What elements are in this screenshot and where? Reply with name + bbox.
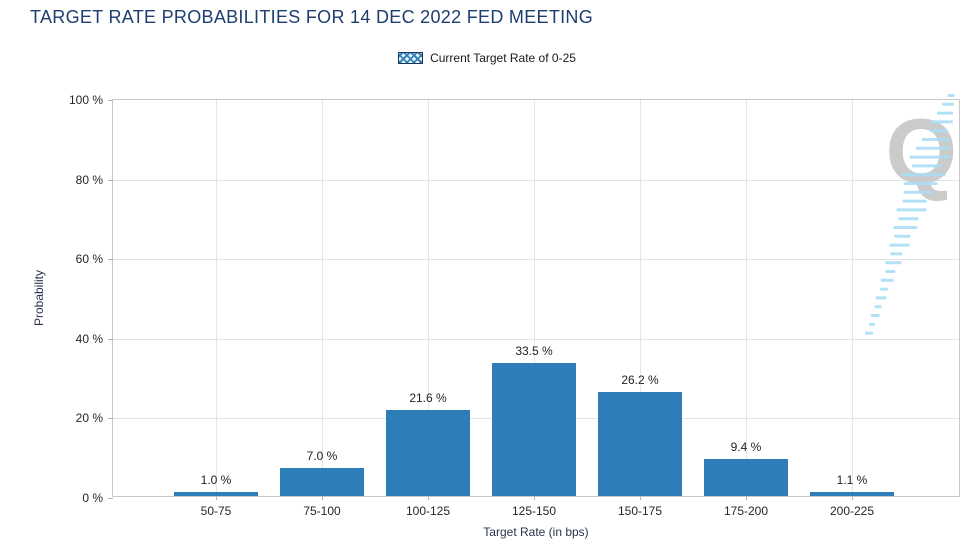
y-gridline bbox=[113, 259, 959, 261]
bar[interactable] bbox=[492, 362, 576, 496]
y-tick-label: 60 % bbox=[75, 252, 103, 267]
x-tick-label: 200-225 bbox=[829, 504, 875, 518]
y-tick-label: 100 % bbox=[68, 93, 103, 107]
x-tick-label: 175-200 bbox=[723, 504, 769, 518]
x-gridline bbox=[534, 100, 535, 496]
x-gridline bbox=[746, 100, 747, 496]
y-tick-label: 40 % bbox=[75, 331, 103, 346]
x-tick-mark bbox=[216, 496, 217, 500]
bar-value-label: 26.2 % bbox=[621, 372, 659, 387]
y-tick-mark bbox=[108, 259, 113, 261]
bar[interactable] bbox=[280, 468, 364, 496]
y-tick-mark bbox=[108, 100, 113, 101]
y-tick-mark bbox=[108, 498, 113, 499]
bar[interactable] bbox=[810, 491, 894, 496]
watermark-q-logo-icon: Q bbox=[885, 101, 957, 203]
bar-value-label: 9.4 % bbox=[730, 439, 762, 454]
legend-hatch-swatch-icon[interactable] bbox=[398, 52, 424, 64]
x-gridline bbox=[852, 100, 853, 496]
y-gridline bbox=[113, 179, 959, 181]
y-tick-mark bbox=[108, 418, 113, 420]
x-tick-mark bbox=[640, 496, 641, 500]
bar[interactable] bbox=[704, 458, 788, 496]
bar-value-label: 7.0 % bbox=[306, 449, 338, 464]
x-tick-label: 150-175 bbox=[617, 504, 663, 518]
x-tick-label: 75-100 bbox=[303, 504, 341, 518]
x-tick-mark bbox=[746, 496, 747, 500]
x-gridline bbox=[322, 100, 323, 496]
bar[interactable] bbox=[386, 410, 470, 496]
x-tick-mark bbox=[322, 496, 323, 500]
x-gridline bbox=[216, 100, 217, 496]
bar[interactable] bbox=[174, 492, 258, 496]
y-gridline bbox=[113, 338, 959, 340]
x-axis-title: Target Rate (in bps) bbox=[483, 525, 589, 539]
chart-title: TARGET RATE PROBABILITIES FOR 14 DEC 202… bbox=[30, 7, 594, 27]
plot-area: Q 0 % 20 % 40 % 60 % 80 % 100 % 1.0 % 50-75 7.0 … bbox=[69, 93, 960, 518]
y-tick-label: 0 % bbox=[82, 491, 103, 505]
watermark: Q bbox=[855, 90, 959, 340]
watermark-swoosh-icon bbox=[865, 94, 955, 335]
x-tick-mark bbox=[428, 496, 429, 500]
x-gridline bbox=[640, 100, 641, 496]
x-tick-label: 125-150 bbox=[511, 504, 557, 518]
y-tick-mark bbox=[108, 179, 113, 181]
x-tick-label: 100-125 bbox=[405, 504, 451, 518]
bar[interactable] bbox=[598, 391, 682, 496]
y-tick-label: 80 % bbox=[75, 172, 103, 187]
bar-value-label: 33.5 % bbox=[515, 343, 553, 358]
y-axis-title: Probability bbox=[32, 269, 46, 327]
bar-value-label: 1.0 % bbox=[200, 473, 232, 488]
legend-label[interactable]: Current Target Rate of 0-25 bbox=[430, 51, 576, 65]
bar-value-label: 21.6 % bbox=[409, 391, 447, 406]
x-tick-mark bbox=[534, 496, 535, 500]
bar-value-label: 1.1 % bbox=[836, 472, 868, 487]
legend[interactable]: Current Target Rate of 0-25 bbox=[0, 51, 974, 65]
y-tick-mark bbox=[108, 338, 113, 340]
x-tick-mark bbox=[852, 496, 853, 500]
x-gridline bbox=[428, 100, 429, 496]
y-tick-label: 20 % bbox=[75, 411, 103, 426]
x-tick-label: 50-75 bbox=[200, 504, 232, 518]
